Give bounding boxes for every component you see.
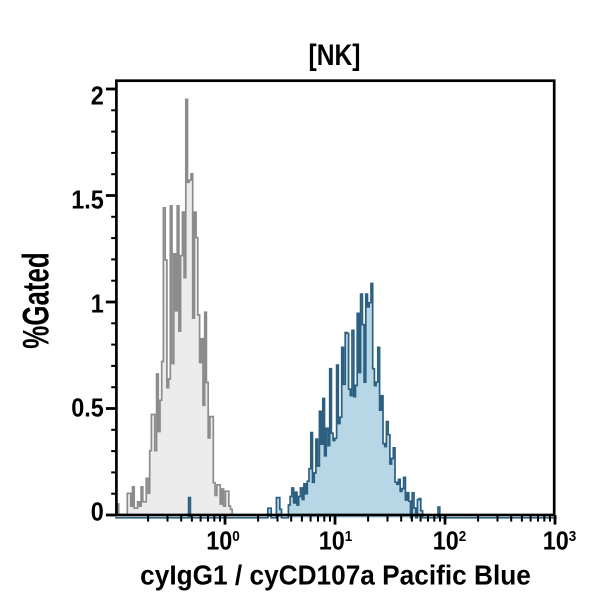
svg-text:cyIgG1 / cyCD107a Pacific Blue: cyIgG1 / cyCD107a Pacific Blue	[140, 559, 531, 591]
svg-text:1: 1	[91, 290, 104, 318]
svg-text:0: 0	[91, 499, 104, 527]
svg-text:2: 2	[91, 82, 104, 110]
svg-text:1.5: 1.5	[71, 186, 104, 214]
svg-text:101: 101	[319, 527, 353, 555]
svg-text:[NK]: [NK]	[309, 38, 361, 72]
svg-text:%Gated: %Gated	[15, 252, 57, 348]
svg-text:103: 103	[543, 527, 577, 555]
svg-text:0.5: 0.5	[71, 395, 104, 423]
